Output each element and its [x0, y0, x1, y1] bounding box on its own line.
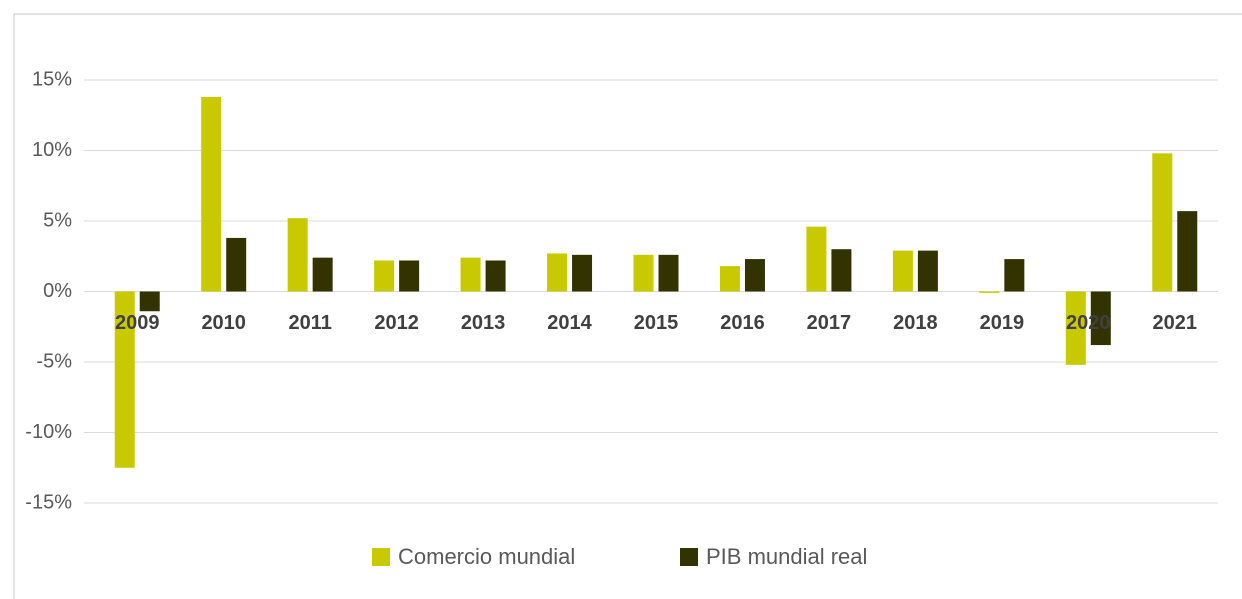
bar	[201, 96, 222, 292]
bar	[1065, 291, 1086, 365]
bar	[399, 260, 420, 292]
x-tick-label: 2009	[115, 312, 160, 334]
bar	[892, 250, 913, 292]
bar	[374, 260, 395, 292]
x-tick-label: 2010	[201, 312, 246, 334]
x-tick-label: 2015	[634, 312, 679, 334]
legend-swatch	[372, 548, 390, 566]
bar	[114, 291, 135, 468]
x-tick-label: 2011	[288, 312, 331, 334]
bar	[485, 260, 506, 292]
x-tick-label: 2013	[461, 312, 506, 334]
y-tick-label: -15%	[25, 491, 72, 513]
x-tick-label: 2016	[720, 312, 765, 334]
bar	[226, 237, 247, 292]
bar	[1177, 211, 1198, 292]
bar	[1090, 291, 1111, 346]
legend-label: Comercio mundial	[398, 544, 575, 569]
x-tick-label: 2019	[980, 312, 1025, 334]
x-tick-label: 2012	[374, 312, 419, 334]
legend-label: PIB mundial real	[706, 544, 867, 569]
bar	[287, 218, 308, 292]
bar	[312, 257, 333, 292]
x-tick-label: 2014	[547, 312, 592, 334]
y-tick-label: 10%	[32, 139, 72, 161]
bar	[719, 266, 740, 292]
x-tick-label: 2021	[1153, 312, 1198, 334]
y-tick-label: 5%	[43, 209, 72, 231]
y-tick-label: -10%	[25, 421, 72, 443]
bar	[633, 254, 654, 292]
bar	[1004, 259, 1025, 292]
bar	[979, 291, 1000, 293]
legend-swatch	[680, 548, 698, 566]
bar	[831, 249, 852, 292]
bar	[460, 257, 481, 292]
x-tick-label: 2018	[893, 312, 938, 334]
bar	[917, 250, 938, 292]
y-tick-label: 0%	[43, 280, 72, 302]
bar	[744, 259, 765, 292]
bar	[547, 253, 568, 292]
x-tick-label: 2020	[1066, 312, 1111, 334]
bar	[658, 254, 679, 292]
bar	[572, 254, 593, 292]
bar	[139, 291, 160, 312]
x-tick-label: 2017	[807, 312, 852, 334]
chart-border	[13, 13, 1242, 599]
bar	[806, 226, 827, 292]
y-tick-label: -5%	[36, 350, 72, 372]
bar	[1152, 153, 1173, 292]
y-tick-label: 15%	[32, 68, 72, 90]
